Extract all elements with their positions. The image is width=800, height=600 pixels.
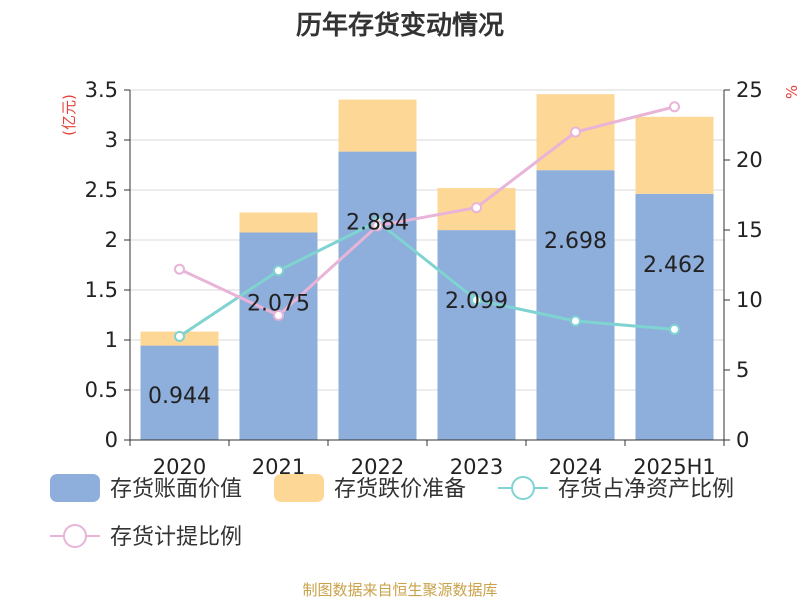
right-axis-tick-label: 25	[736, 78, 763, 102]
left-axis-tick-label: 1.5	[85, 278, 118, 302]
left-axis-tick-label: 2.5	[85, 178, 118, 202]
bar-impairment-reserve	[239, 212, 318, 233]
bar-book-value	[635, 193, 714, 440]
left-axis-tick-label: 3.5	[85, 78, 118, 102]
bar-impairment-reserve	[338, 99, 417, 152]
bar-data-label: 2.698	[544, 229, 607, 254]
left-axis-tick-label: 0	[105, 428, 118, 452]
bar-labels: 0.944 2.075 2.884 2.099 2.698 2.462	[148, 211, 706, 409]
line-point	[174, 263, 185, 275]
line-point	[570, 126, 581, 138]
bar-book-value	[239, 232, 318, 440]
legend-swatch	[274, 474, 324, 502]
right-axis-tick-label: 15	[736, 218, 763, 242]
line-point	[273, 265, 284, 277]
left-axis-unit: (亿元)	[60, 94, 78, 136]
line-provision-ratio	[178, 105, 675, 318]
right-axis-unit: %	[783, 85, 800, 99]
left-axis-tick-label: 1	[105, 328, 118, 352]
legend-label: 存货跌价准备	[334, 477, 466, 502]
chart-title: 历年存货变动情况	[296, 10, 504, 41]
gridlines	[130, 89, 724, 441]
legend-label: 存货计提比例	[110, 525, 242, 550]
line-point	[471, 202, 482, 214]
line-point	[570, 315, 581, 327]
bar-impairment-reserve	[635, 116, 714, 194]
legend-marker	[63, 524, 87, 548]
source-note: 制图数据来自恒生聚源数据库	[302, 581, 497, 599]
bar-data-label: 0.944	[148, 384, 211, 409]
legend-label: 存货占净资产比例	[558, 477, 734, 502]
left-axis-tick-label: 3	[105, 128, 118, 152]
bar-data-label: 2.075	[247, 292, 310, 317]
right-axis-tick-label: 0	[736, 428, 749, 452]
legend-swatch	[50, 474, 100, 502]
line-series	[174, 101, 680, 342]
bar-book-value	[140, 345, 219, 440]
legend-marker	[511, 476, 535, 500]
line-point	[669, 323, 680, 335]
bar-book-value	[338, 151, 417, 440]
left-axis-tick-label: 0.5	[85, 378, 118, 402]
bar-book-value	[437, 230, 516, 440]
right-axis-tick-label: 20	[736, 148, 763, 172]
legend-label: 存货账面价值	[110, 477, 242, 502]
bar-book-value	[536, 170, 615, 440]
line-point	[273, 309, 284, 321]
line-inventory-to-net-assets	[178, 219, 675, 338]
bar-data-label: 2.462	[643, 253, 706, 278]
x-axis-tick-label: 2025H1	[633, 455, 716, 479]
line-point	[174, 330, 185, 342]
x-axis-tick-label: 2024	[549, 455, 602, 479]
right-axis-tick-label: 5	[736, 358, 749, 382]
bar-data-label: 2.884	[346, 211, 409, 236]
x-axis-tick-label: 2020	[153, 455, 206, 479]
right-axis-tick-label: 10	[736, 288, 763, 312]
x-axis-tick-label: 2023	[450, 455, 503, 479]
x-axis-tick-label: 2022	[351, 455, 404, 479]
left-axis-tick-label: 2	[105, 228, 118, 252]
line-point	[669, 101, 680, 113]
bar-data-label: 2.099	[445, 289, 508, 314]
bars	[140, 94, 714, 440]
line-point	[471, 294, 482, 306]
line-point	[372, 220, 383, 232]
